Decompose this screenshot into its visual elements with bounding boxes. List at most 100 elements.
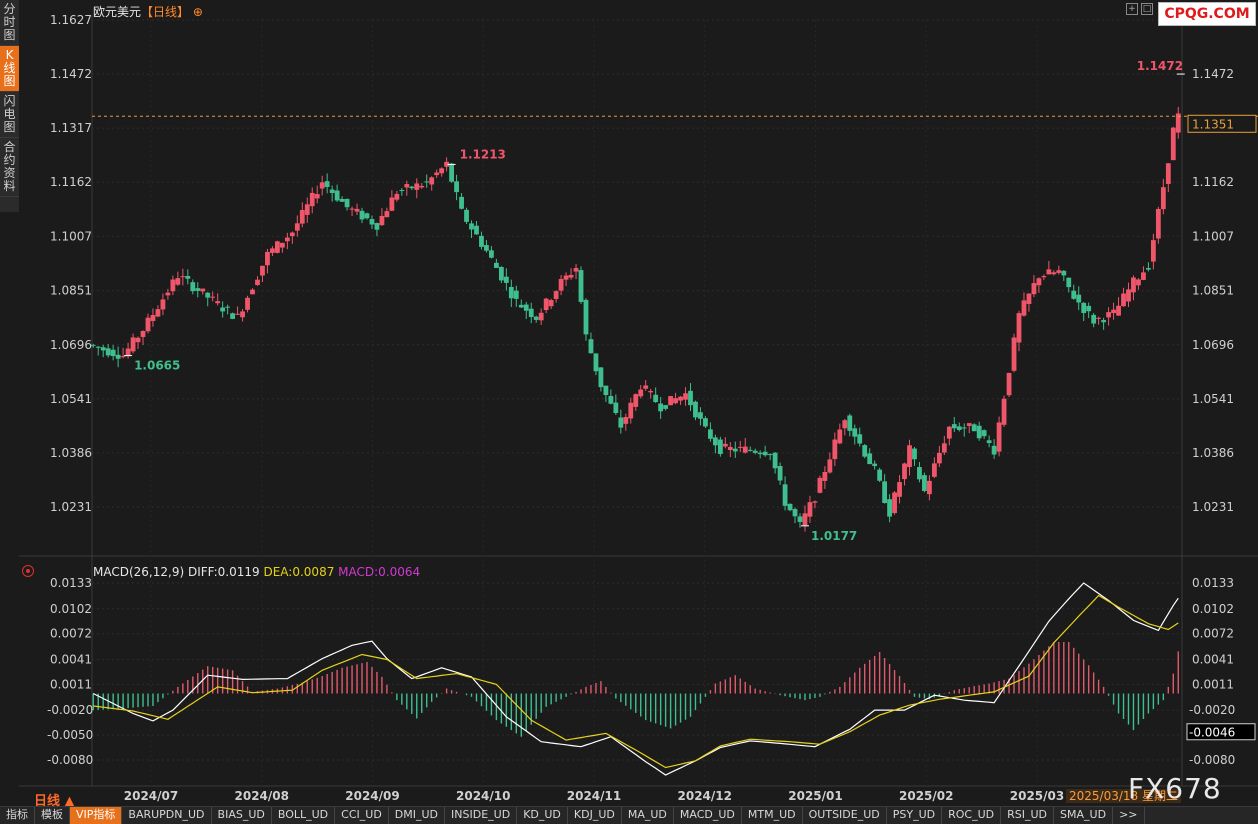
candle-body xyxy=(1001,398,1007,425)
sidebar-item-timeshare[interactable]: 分时图 xyxy=(0,0,19,46)
tab-9[interactable]: KD_UD xyxy=(517,807,568,824)
ytick-right: 1.1007 xyxy=(1192,229,1234,243)
candle-body xyxy=(742,446,748,453)
tab-6[interactable]: CCI_UD xyxy=(335,807,389,824)
candle-body xyxy=(130,337,136,352)
candle-body xyxy=(981,430,987,437)
candle-body xyxy=(956,426,962,430)
current-price-box xyxy=(1187,114,1257,133)
candle-body xyxy=(1111,309,1116,314)
extreme-label: 1.0665 xyxy=(134,359,180,373)
period-selector[interactable]: 日线 ▲ xyxy=(34,794,75,809)
candle-body xyxy=(1170,127,1176,161)
candle-body xyxy=(757,452,763,455)
macd-header: MACD(26,12,9) DIFF:0.0119 DEA:0.0087 MAC… xyxy=(93,565,420,579)
candle-body xyxy=(523,304,529,311)
tab-11[interactable]: MA_UD xyxy=(622,807,674,824)
candle-body xyxy=(419,185,425,188)
candle-body xyxy=(588,339,594,354)
ytick-right: 1.0696 xyxy=(1192,338,1234,352)
candle-body xyxy=(235,313,240,315)
ytick-left: 1.0851 xyxy=(50,284,92,298)
candle-body xyxy=(1165,163,1171,184)
candle-body xyxy=(971,424,977,432)
candle-body xyxy=(812,501,818,503)
candle-body xyxy=(349,208,355,210)
candle-body xyxy=(533,316,539,320)
tab-7[interactable]: DMI_UD xyxy=(389,807,446,824)
tab-10[interactable]: KDJ_UD xyxy=(568,807,622,824)
symbol-name: 欧元美元 xyxy=(93,5,142,19)
tab-17[interactable]: RSI_UD xyxy=(1001,807,1055,824)
candle-body xyxy=(449,163,455,182)
candle-body xyxy=(887,499,892,517)
tab-15[interactable]: PSY_UD xyxy=(887,807,943,824)
macd-ytick-left: 0.0011 xyxy=(50,677,92,691)
tab-14[interactable]: OUTSIDE_UD xyxy=(803,807,887,824)
xtick: 2024/10 xyxy=(456,789,510,803)
candle-body xyxy=(379,215,385,226)
ytick-right: 1.0851 xyxy=(1192,284,1234,298)
candle-body xyxy=(927,480,932,495)
sidebar-item-flash[interactable]: 闪电图 xyxy=(0,92,19,138)
tab-19[interactable]: >> xyxy=(1113,807,1145,824)
ytick-left: 1.0541 xyxy=(50,392,92,406)
candle-body xyxy=(279,242,285,248)
candle-body xyxy=(284,237,290,242)
candle-body xyxy=(882,481,888,503)
tab-18[interactable]: SMA_UD xyxy=(1054,807,1114,824)
candle-body xyxy=(414,183,420,190)
indicator-settings-icon[interactable] xyxy=(22,565,34,577)
tab-13[interactable]: MTM_UD xyxy=(742,807,803,824)
tab-16[interactable]: ROC_UD xyxy=(942,807,1002,824)
candle-body xyxy=(374,223,380,230)
candle-body xyxy=(150,315,156,321)
candle-body xyxy=(732,448,738,452)
macd-ytick-right: 0.0041 xyxy=(1192,652,1234,666)
candle-body xyxy=(240,311,245,318)
macd-ytick-left: -0.0050 xyxy=(47,728,93,742)
candle-body xyxy=(922,475,927,491)
tab-0[interactable]: 指标 xyxy=(0,807,35,824)
extreme-label: 1.1472 xyxy=(1137,59,1183,73)
candle-body xyxy=(777,466,783,481)
crosshair-icon[interactable]: + xyxy=(1126,3,1138,15)
fullscreen-icon[interactable]: □ xyxy=(1141,3,1153,15)
candle-body xyxy=(986,440,992,444)
candle-body xyxy=(100,347,106,351)
macd-ytick-left: 0.0133 xyxy=(50,576,92,590)
candle-body xyxy=(464,209,469,222)
candle-body xyxy=(484,245,489,251)
candle-body xyxy=(304,204,310,215)
tab-1[interactable]: 模板 xyxy=(35,807,70,824)
macd-dea: DEA:0.0087 xyxy=(263,565,335,579)
tab-5[interactable]: BOLL_UD xyxy=(272,807,336,824)
tab-4[interactable]: BIAS_UD xyxy=(212,807,272,824)
candle-body xyxy=(897,482,902,497)
candle-body xyxy=(996,422,1002,452)
candle-body xyxy=(643,385,649,389)
tab-8[interactable]: INSIDE_UD xyxy=(445,807,518,824)
candle-body xyxy=(1076,294,1082,303)
tab-3[interactable]: BARUPDN_UD xyxy=(122,807,212,824)
ytick-left: 1.1007 xyxy=(50,229,92,243)
sidebar-item-kline[interactable]: K线图 xyxy=(0,46,19,92)
candle-body xyxy=(409,186,415,189)
ytick-right: 1.0386 xyxy=(1192,446,1234,460)
candle-body xyxy=(1106,312,1111,318)
candle-body xyxy=(329,189,335,194)
sidebar-item-contract-info[interactable]: 合约资料 xyxy=(0,138,19,197)
candle-body xyxy=(722,443,728,447)
xtick: 2025/03 xyxy=(1010,789,1064,803)
candle-body xyxy=(628,402,634,419)
add-indicator-icon[interactable]: ⊕ xyxy=(192,5,203,19)
tab-2[interactable]: VIP指标 xyxy=(70,807,123,824)
candle-body xyxy=(648,391,654,393)
tab-12[interactable]: MACD_UD xyxy=(674,807,742,824)
candle-body xyxy=(961,427,967,429)
candle-body xyxy=(752,450,758,453)
candle-body xyxy=(797,516,803,522)
candle-body xyxy=(1066,277,1072,288)
candle-body xyxy=(260,265,265,276)
period-label[interactable]: 【日线】 xyxy=(141,5,190,19)
